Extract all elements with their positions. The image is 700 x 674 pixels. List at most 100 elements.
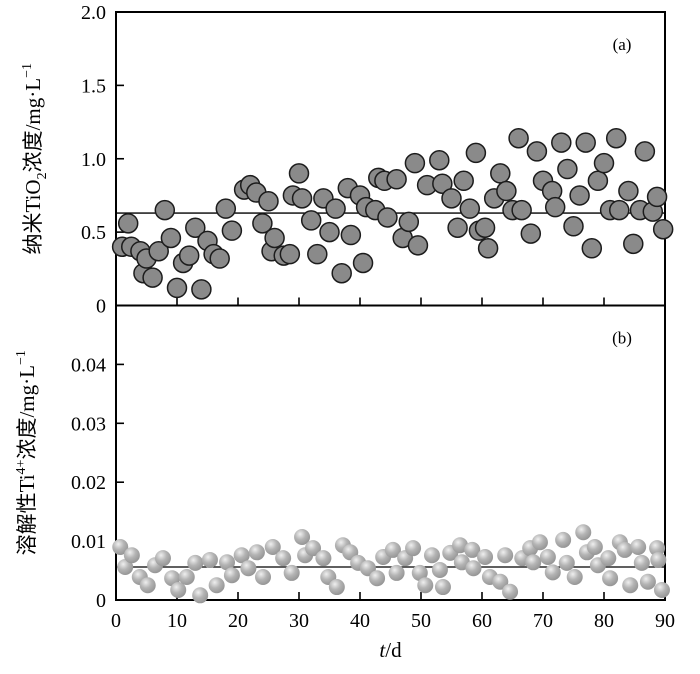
data-point: [587, 170, 609, 192]
data-point: [404, 152, 426, 174]
x-tick-label: 0: [111, 610, 121, 632]
data-point: [623, 233, 644, 255]
x-tick-label: 70: [533, 610, 553, 632]
data-point: [618, 180, 639, 202]
data-point: [252, 213, 273, 234]
data-point: [411, 564, 428, 581]
y-tick-label: 0.01: [71, 531, 106, 553]
panel-a-y-ticks: 0 0.5 1.0 1.5 2.0: [81, 2, 124, 318]
data-point: [384, 541, 401, 558]
panel-b: 0 0.01 0.02 0.03 0.04 (b) 溶解性Ti4+浓度/mg·L−1: [14, 304, 670, 612]
data-point: [240, 560, 257, 577]
data-point: [407, 235, 429, 256]
x-tick-label: 20: [228, 610, 248, 632]
data-point: [386, 169, 407, 190]
data-point: [291, 188, 313, 209]
panel-a-points: [111, 127, 674, 300]
y-tick-label: 0: [96, 296, 106, 318]
data-point: [459, 198, 481, 219]
y-axis-label-a: 纳米TiO2浓度/mg·L−1: [20, 63, 50, 255]
data-point: [307, 243, 328, 265]
data-point: [325, 198, 346, 219]
data-point: [233, 547, 250, 564]
data-point: [294, 528, 311, 545]
data-point: [264, 538, 281, 555]
data-point: [166, 277, 188, 299]
data-point: [477, 238, 499, 259]
data-point: [539, 549, 556, 566]
data-point: [511, 199, 532, 221]
data-point: [178, 569, 195, 586]
data-point: [630, 538, 647, 555]
data-point: [477, 549, 494, 566]
data-point: [221, 220, 243, 241]
data-point: [566, 569, 583, 586]
data-point: [496, 180, 517, 202]
x-tick-label: 90: [655, 610, 675, 632]
data-point: [300, 210, 322, 231]
data-point: [586, 538, 603, 555]
data-point: [474, 217, 496, 238]
panel-letter-a: (a): [613, 35, 632, 54]
data-point: [544, 564, 561, 581]
x-tick-label: 10: [167, 610, 187, 632]
data-point: [248, 544, 265, 561]
data-point: [639, 573, 656, 590]
data-point: [255, 569, 272, 586]
data-point: [154, 550, 171, 567]
data-point: [653, 581, 670, 598]
data-point: [492, 573, 509, 590]
data-point: [453, 170, 474, 192]
data-point: [465, 560, 482, 577]
y-tick-label: 1.5: [81, 75, 106, 97]
data-point: [429, 149, 450, 171]
data-point: [331, 262, 352, 284]
panel-b-points: [112, 524, 670, 604]
data-point: [575, 524, 592, 541]
panel-a: 0 0.5 1.0 1.5 2.0 (a) 纳米TiO2浓度/mg·L−1: [20, 2, 674, 318]
x-tick-label: 60: [472, 610, 492, 632]
data-point: [490, 163, 511, 184]
data-point: [283, 564, 300, 581]
data-point: [201, 551, 218, 568]
data-point: [215, 198, 237, 219]
data-point: [633, 554, 650, 571]
data-point: [602, 570, 619, 587]
data-point: [219, 554, 236, 571]
data-point: [600, 550, 617, 567]
data-point: [112, 538, 129, 555]
data-point: [423, 547, 440, 564]
panel-letter-b: (b): [612, 329, 632, 348]
data-point: [650, 551, 667, 568]
data-point: [569, 185, 590, 206]
data-point: [434, 579, 451, 596]
x-axis-label: t/d: [379, 638, 402, 662]
data-point: [432, 173, 453, 194]
data-point: [369, 570, 386, 587]
data-point: [526, 141, 548, 162]
data-point: [417, 577, 434, 594]
data-point: [154, 199, 176, 221]
data-point: [328, 579, 345, 596]
y-tick-label: 0.04: [71, 354, 106, 376]
panel-b-frame: [115, 304, 666, 601]
data-point: [117, 559, 134, 576]
data-point: [605, 127, 627, 149]
data-point: [464, 541, 481, 558]
y-axis-label-b: 溶解性Ti4+浓度/mg·L−1: [14, 350, 39, 555]
data-point: [275, 550, 292, 567]
data-point: [431, 561, 448, 578]
data-point: [581, 238, 603, 259]
data-point: [148, 240, 169, 262]
data-point: [634, 141, 656, 162]
data-point: [447, 217, 468, 238]
data-point: [352, 252, 374, 274]
data-point: [465, 142, 487, 164]
data-point: [544, 196, 566, 218]
data-point: [502, 583, 519, 600]
data-point: [563, 216, 584, 237]
data-point: [258, 191, 279, 212]
data-point: [616, 541, 633, 558]
data-point: [209, 248, 230, 269]
